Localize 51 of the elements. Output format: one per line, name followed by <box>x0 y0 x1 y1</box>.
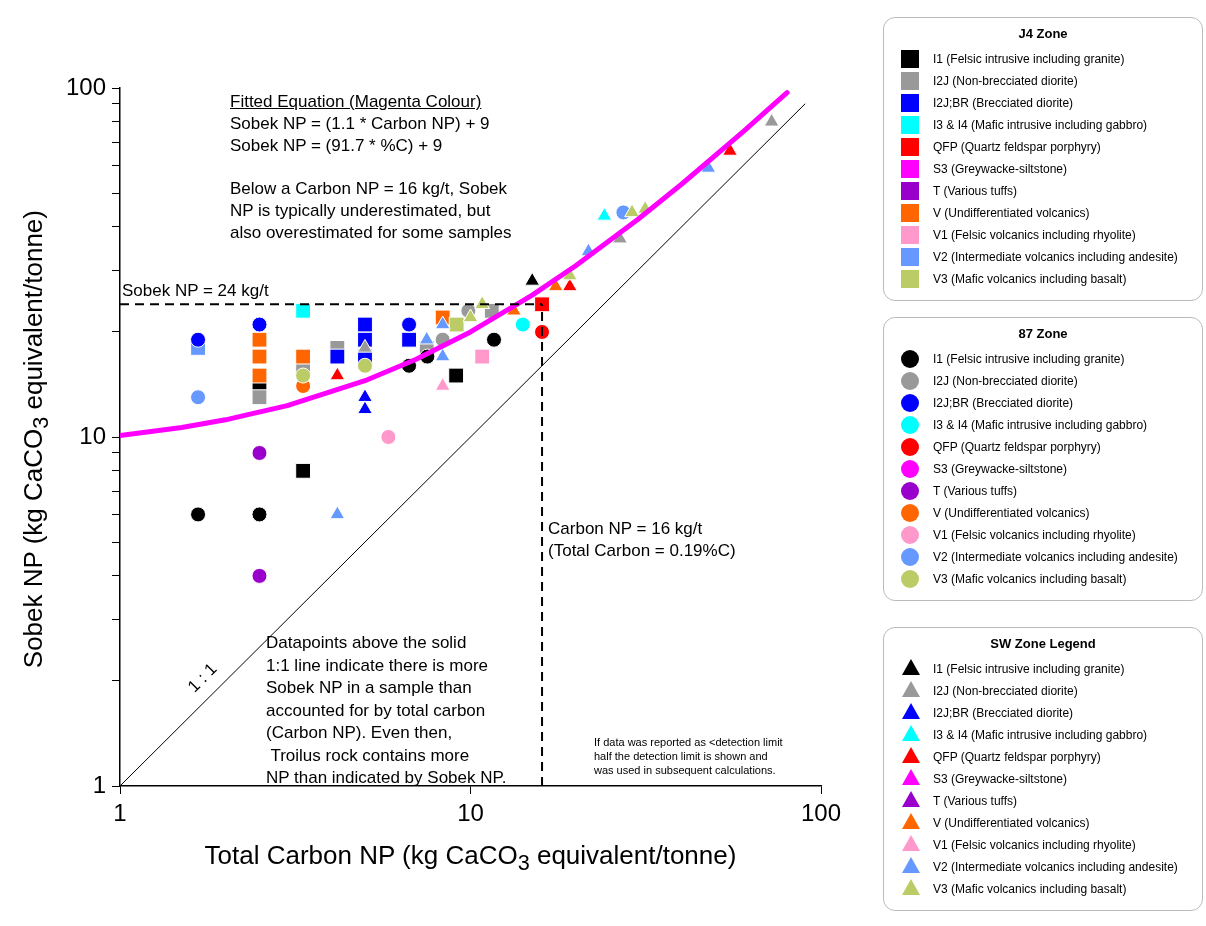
annotation: 1 : 1 <box>183 659 222 697</box>
legend-label: S3 (Greywacke-siltstone) <box>933 772 1068 786</box>
legend-label: QFP (Quartz feldspar porphyry) <box>933 440 1101 454</box>
x-axis-title: Total Carbon NP (kg CaCO$_{3}$ equivalent/tonne) <box>203 840 738 877</box>
legend-label: I1 (Felsic intrusive including granite) <box>933 52 1125 66</box>
legend-label: V1 (Felsic volcanics including rhyolite) <box>933 838 1136 852</box>
legend-label: QFP (Quartz feldspar porphyry) <box>933 750 1101 764</box>
annotation: Below a Carbon NP = 16 kg/t, Sobek NP is typically underestimated, but also overestimated for some samples <box>230 178 512 244</box>
text: SW Zone Legend <box>989 636 1097 653</box>
legend-label: I3 & I4 (Mafic intrusive including gabbro) <box>933 118 1148 132</box>
legend-label: T (Various tuffs) <box>933 794 1018 808</box>
legend-label: I2J (Non-brecciated diorite) <box>933 374 1078 388</box>
legend-label: I2J;BR (Brecciated diorite) <box>933 96 1074 110</box>
ref-line-label: Sobek NP = 24 kg/t <box>122 280 269 303</box>
annotation: If data was reported as <detection limit half the detection limit is shown and was used in subsequent calculations. <box>594 735 783 777</box>
y-tick-label: 10 <box>79 421 106 449</box>
x-tick-label: 10 <box>457 799 484 827</box>
annotation: Fitted Equation (Magenta Colour) <box>230 92 482 112</box>
text: 87 Zone <box>1017 326 1069 343</box>
legend-label: V2 (Intermediate volcanics including andesite) <box>933 860 1178 874</box>
legend-label: V (Undifferentiated volcanics) <box>933 206 1090 220</box>
legend-label: V3 (Mafic volcanics including basalt) <box>933 272 1127 286</box>
legend-label: V (Undifferentiated volcanics) <box>933 506 1090 520</box>
legend-label: I3 & I4 (Mafic intrusive including gabbro) <box>933 728 1148 742</box>
annotation: Datapoints above the solid 1:1 line indicate there is more Sobek NP in a sample than accounted for by total carbon (Carbon NP). Even then, Troilus rock contains more NP than indicated by Sobek NP. <box>266 632 507 789</box>
ref-line-label: Carbon NP = 16 kg/t (Total Carbon = 0.19%C) <box>548 518 736 562</box>
legend-label: S3 (Greywacke-siltstone) <box>933 162 1068 176</box>
legend-label: I1 (Felsic intrusive including granite) <box>933 662 1125 676</box>
legend-label: V1 (Felsic volcanics including rhyolite) <box>933 228 1136 242</box>
legend-label: I2J (Non-brecciated diorite) <box>933 684 1078 698</box>
legend-label: V3 (Mafic volcanics including basalt) <box>933 572 1127 586</box>
legend-label: I3 & I4 (Mafic intrusive including gabbro) <box>933 418 1148 432</box>
legend-label: I2J;BR (Brecciated diorite) <box>933 396 1074 410</box>
legend-label: I2J;BR (Brecciated diorite) <box>933 706 1074 720</box>
x-tick-label: 1 <box>113 799 127 827</box>
legend-label: I1 (Felsic intrusive including granite) <box>933 352 1125 366</box>
annotation: Sobek NP = (1.1 * Carbon NP) + 9 Sobek NP = (91.7 * %C) + 9 <box>230 113 490 157</box>
legend-label: V2 (Intermediate volcanics including andesite) <box>933 550 1178 564</box>
x-tick-label: 100 <box>800 799 842 827</box>
legend-label: V1 (Felsic volcanics including rhyolite) <box>933 528 1136 542</box>
y-tick-label: 1 <box>92 770 106 798</box>
legend-label: V3 (Mafic volcanics including basalt) <box>933 882 1127 896</box>
legend-label: V (Undifferentiated volcanics) <box>933 816 1090 830</box>
legend-label: T (Various tuffs) <box>933 484 1018 498</box>
y-tick-label: 100 <box>65 72 106 100</box>
text: J4 Zone <box>1017 26 1069 43</box>
legend-label: V2 (Intermediate volcanics including andesite) <box>933 250 1178 264</box>
legend-label: T (Various tuffs) <box>933 184 1018 198</box>
legend-label: QFP (Quartz feldspar porphyry) <box>933 140 1101 154</box>
legend-label: I2J (Non-brecciated diorite) <box>933 74 1078 88</box>
legend-label: S3 (Greywacke-siltstone) <box>933 462 1068 476</box>
